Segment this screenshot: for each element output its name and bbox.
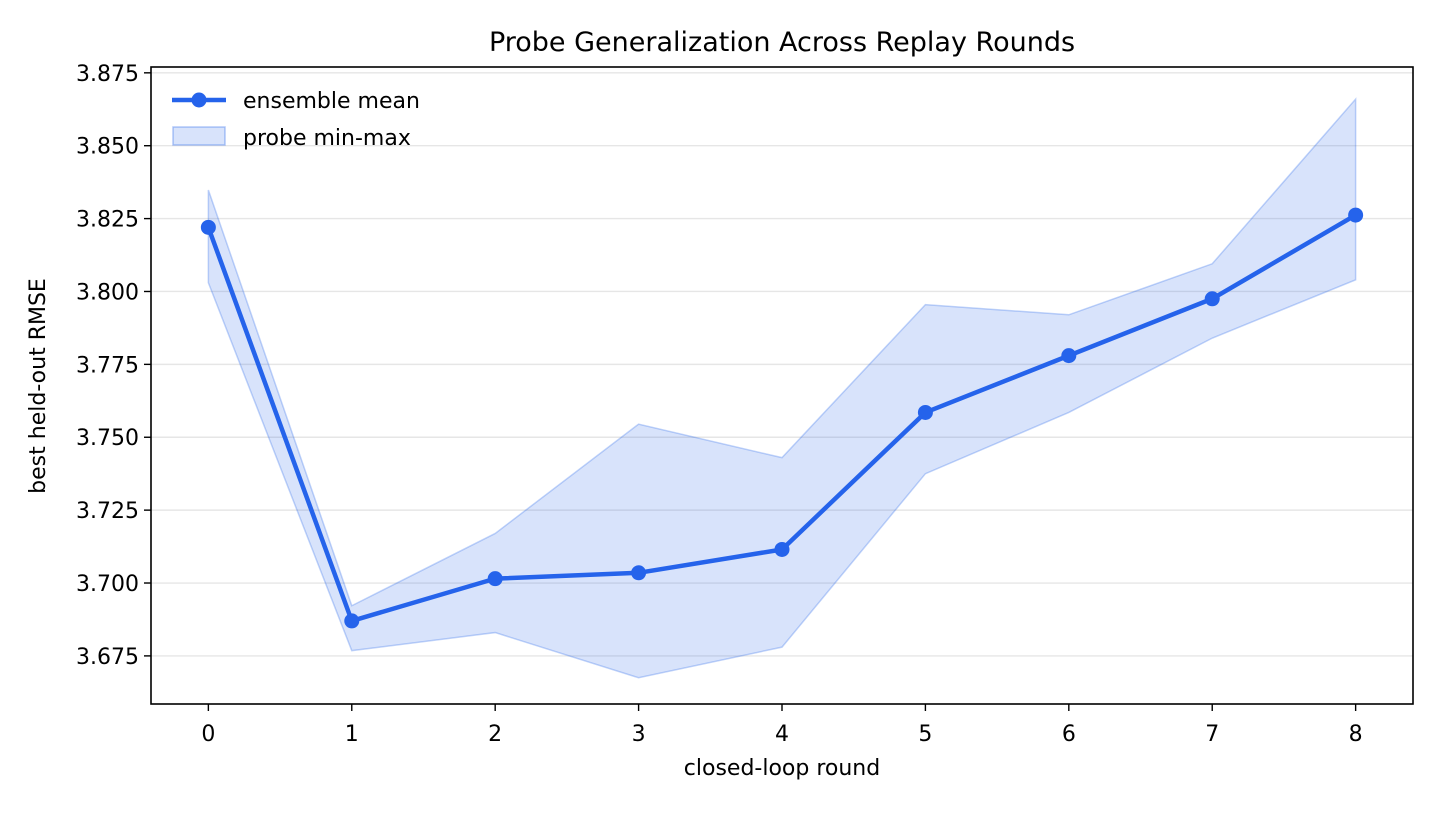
y-tick-label: 3.850 xyxy=(76,135,139,160)
legend-band-swatch xyxy=(172,126,226,146)
x-tick-label: 3 xyxy=(632,722,646,747)
chart-title: Probe Generalization Across Replay Round… xyxy=(489,27,1075,58)
y-tick-label: 3.800 xyxy=(76,280,139,305)
x-axis: 0 1 2 3 4 5 6 7 8 xyxy=(201,704,1363,747)
x-tick-label: 8 xyxy=(1349,722,1363,747)
data-point xyxy=(487,571,503,587)
y-tick-label: 3.775 xyxy=(76,353,139,378)
y-axis-label: best held-out RMSE xyxy=(26,278,51,494)
data-point xyxy=(344,613,360,629)
y-tick-label: 3.675 xyxy=(76,645,139,670)
x-tick-label: 6 xyxy=(1062,722,1076,747)
x-tick-label: 7 xyxy=(1205,722,1219,747)
band-layer xyxy=(207,97,1357,679)
legend-label-band: probe min-max xyxy=(243,126,411,151)
x-tick-label: 2 xyxy=(488,722,502,747)
x-tick-label: 1 xyxy=(345,722,359,747)
x-axis-label: closed-loop round xyxy=(684,756,880,781)
series-band-probe-min-max xyxy=(207,97,1357,679)
line-layer xyxy=(200,207,1364,629)
y-tick-label: 3.875 xyxy=(76,62,139,87)
x-tick-label: 4 xyxy=(775,722,789,747)
x-tick-label: 5 xyxy=(918,722,932,747)
y-tick-label: 3.700 xyxy=(76,572,139,597)
data-point xyxy=(917,404,933,420)
data-point xyxy=(1204,291,1220,307)
legend-marker-swatch xyxy=(191,92,207,108)
legend: ensemble mean probe min-max xyxy=(172,89,420,151)
data-point xyxy=(1348,207,1364,223)
data-point xyxy=(1061,348,1077,364)
data-point xyxy=(200,219,216,235)
data-point xyxy=(774,541,790,557)
x-tick-label: 0 xyxy=(201,722,215,747)
data-point xyxy=(631,565,647,581)
grid-lines xyxy=(151,72,1413,657)
y-tick-label: 3.725 xyxy=(76,499,139,524)
legend-label-mean: ensemble mean xyxy=(243,89,420,114)
y-tick-label: 3.825 xyxy=(76,208,139,233)
y-tick-label: 3.750 xyxy=(76,426,139,451)
y-axis: 3.675 3.700 3.725 3.750 3.775 3.800 3.825 3.850… xyxy=(76,62,151,670)
